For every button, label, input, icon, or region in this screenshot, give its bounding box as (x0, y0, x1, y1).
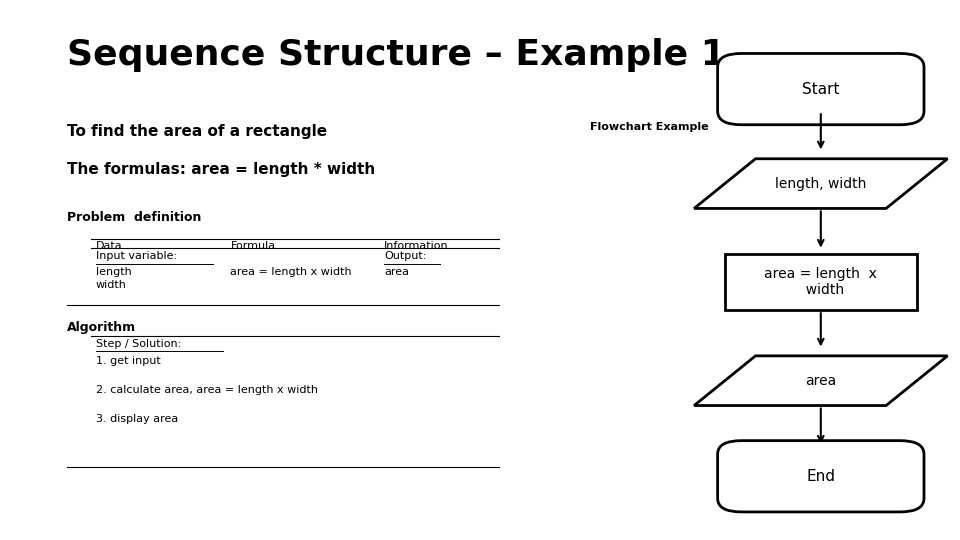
Text: 1. get input: 1. get input (96, 356, 160, 367)
Text: area = length x width: area = length x width (230, 267, 352, 277)
Text: Problem  definition: Problem definition (67, 211, 202, 224)
Text: area = length  x
  width: area = length x width (764, 267, 877, 297)
Text: Information: Information (384, 241, 448, 252)
Text: Start: Start (802, 82, 840, 97)
Text: length: length (96, 267, 132, 277)
Text: area: area (384, 267, 409, 277)
FancyBboxPatch shape (717, 441, 924, 512)
Text: Input variable:: Input variable: (96, 251, 178, 261)
Text: Step / Solution:: Step / Solution: (96, 339, 181, 349)
Text: 2. calculate area, area = length x width: 2. calculate area, area = length x width (96, 385, 318, 395)
Text: Algorithm: Algorithm (67, 321, 136, 334)
Text: Sequence Structure – Example 1: Sequence Structure – Example 1 (67, 38, 726, 72)
Text: width: width (96, 280, 127, 290)
FancyBboxPatch shape (717, 53, 924, 125)
Text: End: End (806, 469, 835, 484)
FancyBboxPatch shape (725, 254, 917, 310)
Polygon shape (694, 159, 948, 208)
Text: area: area (805, 374, 836, 388)
Text: To find the area of a rectangle: To find the area of a rectangle (67, 124, 327, 139)
Text: Formula: Formula (230, 241, 276, 252)
Text: 3. display area: 3. display area (96, 414, 179, 424)
Text: Data: Data (96, 241, 123, 252)
Text: Output:: Output: (384, 251, 426, 261)
Text: length, width: length, width (775, 177, 867, 191)
Text: The formulas: area = length * width: The formulas: area = length * width (67, 162, 375, 177)
Polygon shape (694, 356, 948, 406)
Text: Flowchart Example: Flowchart Example (590, 122, 709, 132)
